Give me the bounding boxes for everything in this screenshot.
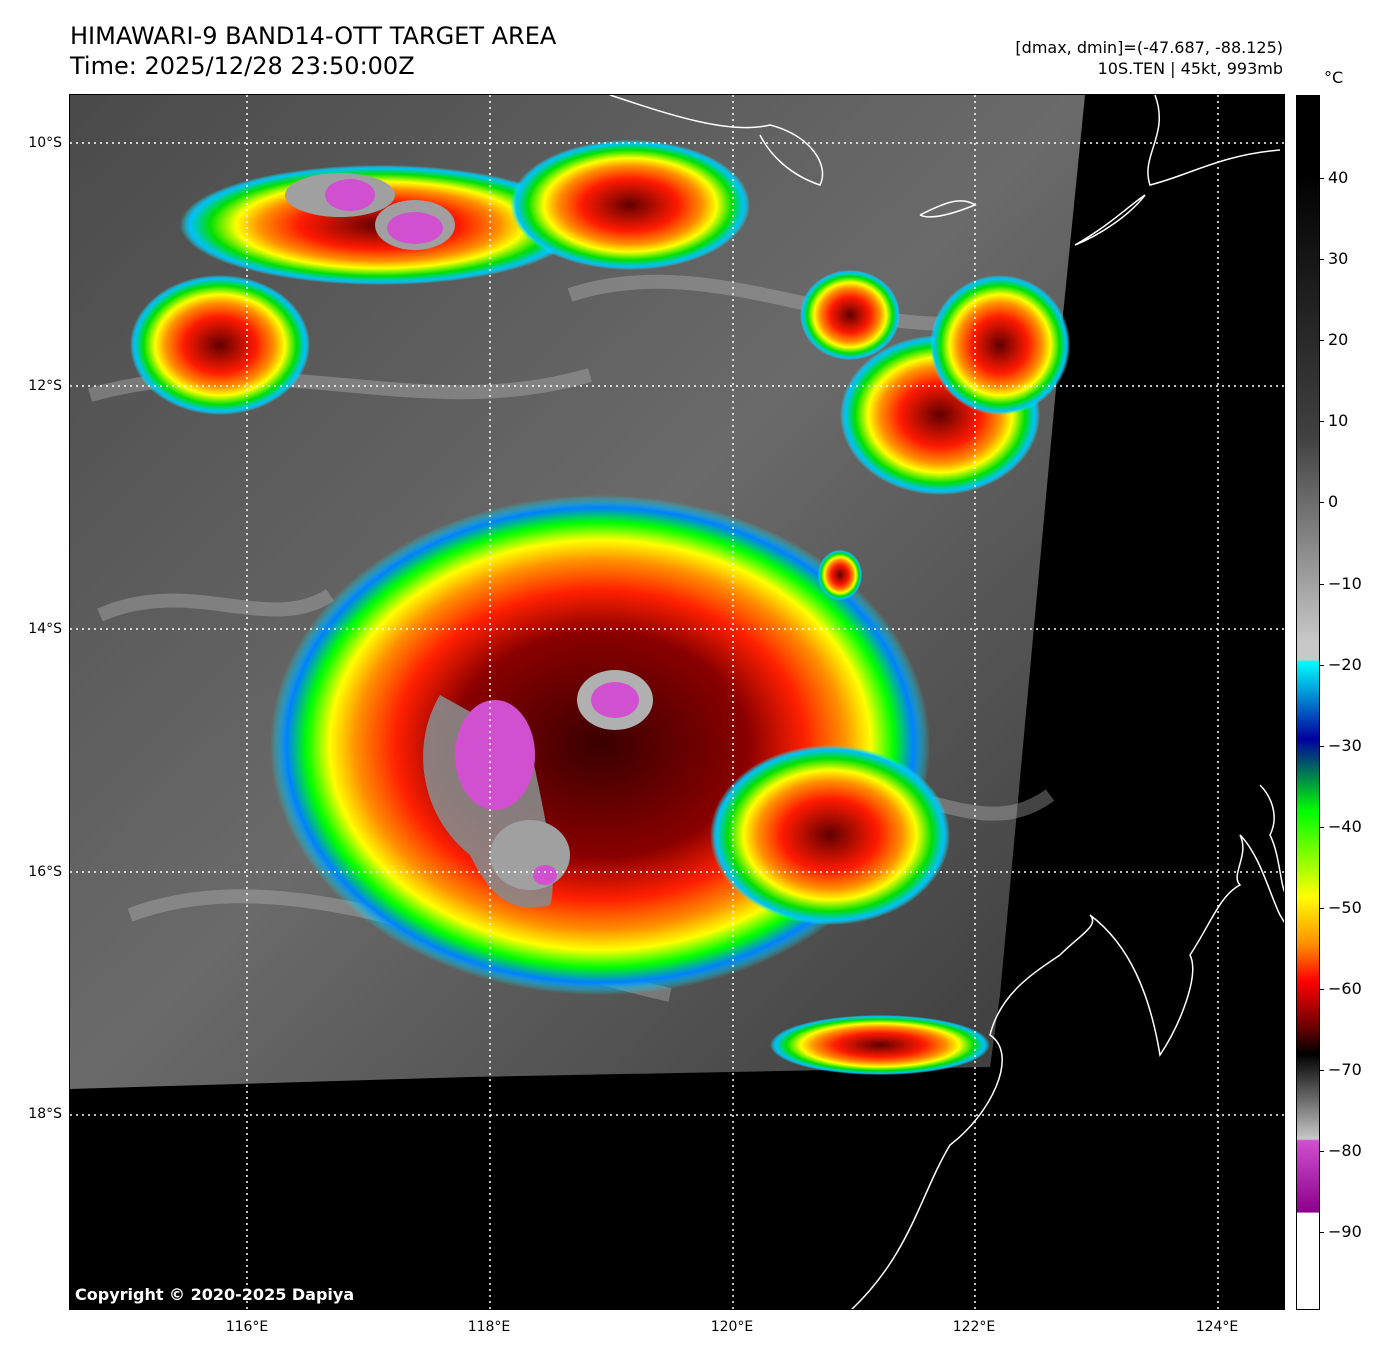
colorbar-tick-label: 10: [1328, 411, 1349, 431]
colorbar-tick-label: −40: [1328, 816, 1362, 836]
lat-label: 18°S: [28, 1106, 62, 1122]
colorbar-tick-label: 20: [1328, 330, 1349, 350]
colorbar-tick-label: −30: [1328, 735, 1362, 755]
colorbar-tick-mark: [1320, 826, 1324, 828]
gridlines: [70, 95, 1284, 1309]
colorbar-tick-mark: [1320, 502, 1324, 504]
colorbar-tick-mark: [1320, 178, 1324, 179]
colorbar-tick-mark: [1320, 1232, 1324, 1234]
storm-band-cell: [710, 745, 950, 925]
storm-info: 10S.TEN | 45kt, 993mb: [1097, 59, 1283, 78]
colorbar-tick-mark: [1320, 1151, 1324, 1153]
lat-label: 10°S: [28, 135, 62, 151]
colorbar-tick-label: 40: [1328, 168, 1349, 187]
lon-label: 122°E: [952, 1319, 996, 1335]
colorbar-tick-label: −80: [1328, 1141, 1362, 1161]
colorbar-tick-mark: [1320, 421, 1324, 423]
lat-label: 14°S: [28, 621, 62, 637]
colorbar-tick-label: −90: [1328, 1222, 1362, 1242]
lon-label: 120°E: [710, 1319, 754, 1335]
chart-time: Time: 2025/12/28 23:50:00Z: [70, 52, 415, 80]
satellite-map: [69, 94, 1285, 1310]
lon-label: 118°E: [467, 1319, 511, 1335]
colorbar-tick-mark: [1320, 664, 1324, 666]
colorbar-tick-mark: [1320, 1070, 1324, 1072]
coastline: [609, 95, 1284, 1309]
colorbar-tick-label: 30: [1328, 249, 1349, 269]
chart-title: HIMAWARI-9 BAND14-OTT TARGET AREA: [70, 22, 557, 50]
colorbar-tick-label: −10: [1328, 573, 1362, 593]
colorbar-tick-mark: [1320, 583, 1324, 585]
overshoot-top-1: [455, 700, 535, 810]
colorbar-tick-mark: [1320, 907, 1324, 909]
lon-label: 116°E: [225, 1319, 269, 1335]
colorbar-unit: °C: [1324, 68, 1344, 87]
colorbar-tick-label: −50: [1328, 897, 1362, 917]
colorbar-tick-mark: [1320, 989, 1324, 990]
colorbar-tick-label: 0: [1328, 492, 1339, 512]
copyright: Copyright © 2020-2025 Dapiya: [75, 1285, 355, 1304]
s-cell: [770, 1015, 990, 1075]
colorbar-tick-mark: [1320, 259, 1324, 261]
colorbar-tick-label: −20: [1328, 654, 1362, 674]
lon-label: 124°E: [1195, 1319, 1239, 1335]
nc-cell: [510, 140, 750, 270]
colorbar-tick-mark: [1320, 745, 1324, 747]
overshoot-top-2: [591, 682, 639, 718]
data-range: [dmax, dmin]=(-47.687, -88.125): [1015, 38, 1283, 57]
colorbar-tick-label: −60: [1328, 979, 1362, 998]
lat-label: 16°S: [28, 864, 62, 880]
colorbar-tick-label: −70: [1328, 1060, 1362, 1080]
colorbar-tick-mark: [1320, 340, 1324, 342]
satellite-imagery: [70, 95, 1284, 1309]
lat-label: 12°S: [28, 378, 62, 394]
colorbar: [1296, 95, 1320, 1310]
